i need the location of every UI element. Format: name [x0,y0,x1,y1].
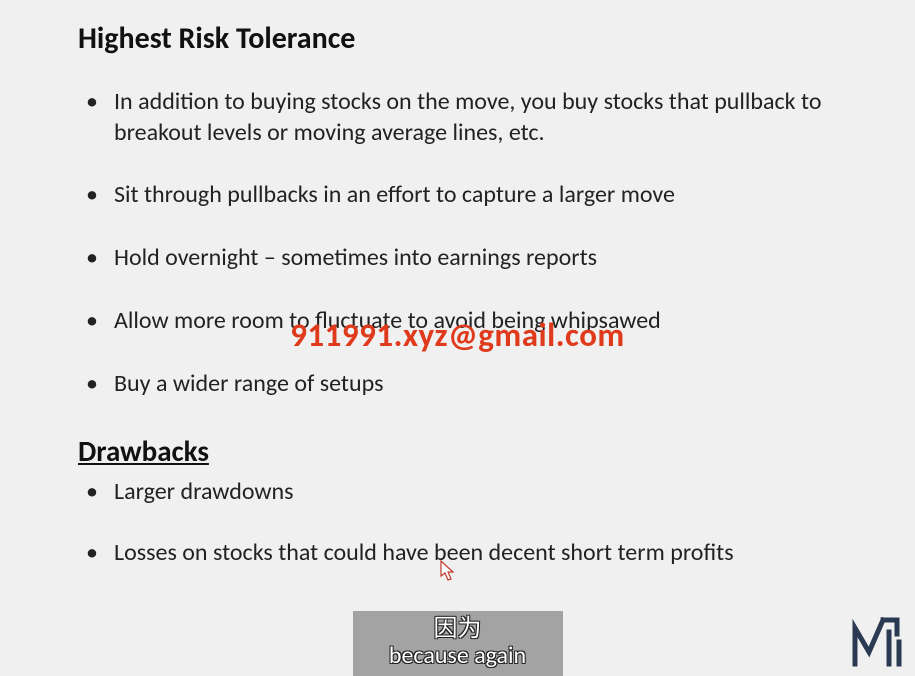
slide: Highest Risk Tolerance In addition to bu… [0,0,915,676]
slide-title: Highest Risk Tolerance [78,20,845,57]
drawbacks-heading: Drawbacks [78,433,845,469]
drawbacks-bullets: Larger drawdowns Losses on stocks that c… [78,477,845,568]
caption-line-2: because again [359,642,557,670]
bullet-item: Hold overnight – sometimes into earnings… [78,243,845,274]
bullet-item: Larger drawdowns [78,477,845,508]
bullet-item: Allow more room to fluctuate to avoid be… [78,306,845,337]
subtitle-caption: 因为 because again [353,611,563,676]
bullet-item: In addition to buying stocks on the move… [78,87,845,148]
main-bullets: In addition to buying stocks on the move… [78,87,845,399]
bullet-item: Buy a wider range of setups [78,369,845,400]
bullet-item: Losses on stocks that could have been de… [78,538,845,569]
caption-line-1: 因为 [359,615,557,643]
bullet-item: Sit through pullbacks in an effort to ca… [78,180,845,211]
brand-logo-icon [849,614,905,670]
